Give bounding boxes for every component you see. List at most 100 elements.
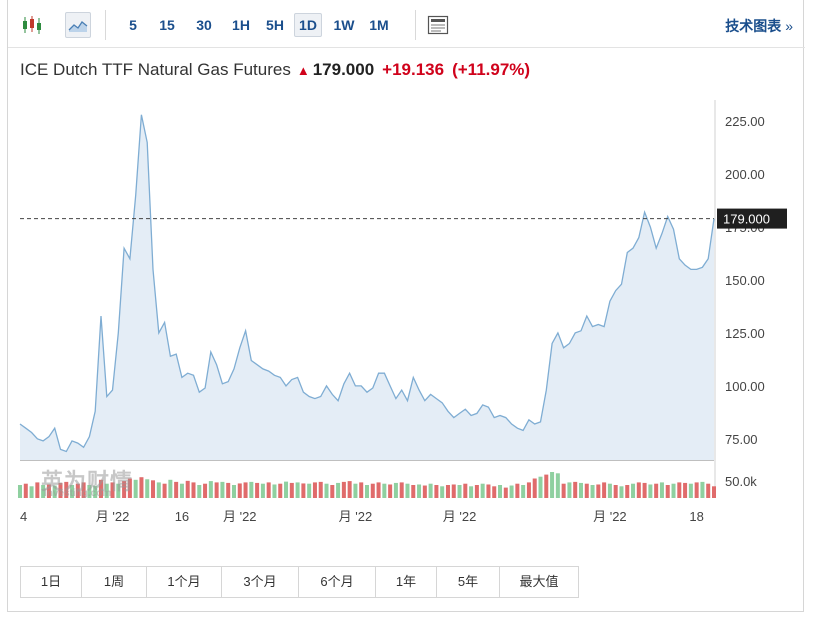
volume-bar	[422, 485, 427, 498]
volume-bar	[29, 486, 34, 498]
timeframe-5h[interactable]: 5H	[266, 17, 284, 33]
volume-bar	[648, 484, 653, 498]
volume-bar	[64, 481, 69, 498]
timeframe-1w[interactable]: 1W	[333, 17, 355, 33]
volume-bar	[58, 482, 63, 498]
range-button[interactable]: 1年	[376, 567, 437, 597]
range-button[interactable]: 5年	[437, 567, 500, 597]
volume-bar	[347, 481, 352, 498]
timeframe-1m[interactable]: 1M	[369, 17, 389, 33]
price-change: +19.136	[382, 60, 445, 79]
watermark-sub: Investing.com	[44, 488, 112, 499]
volume-bar	[324, 483, 329, 498]
double-chevron-right-icon: »	[785, 18, 793, 34]
volume-bar	[156, 482, 161, 498]
volume-bar	[139, 477, 144, 498]
volume-bar	[272, 484, 277, 498]
volume-bar	[700, 481, 705, 498]
timeframe-1h[interactable]: 1H	[232, 17, 250, 33]
volume-bar	[266, 482, 271, 498]
volume-bar	[70, 485, 75, 498]
range-button[interactable]: 6个月	[299, 567, 376, 597]
volume-bar	[98, 479, 103, 498]
volume-bar	[677, 482, 682, 498]
range-button[interactable]: 最大值	[500, 567, 578, 597]
volume-bar	[573, 481, 578, 498]
x-tick-label: 月 '22	[96, 509, 130, 524]
volume-bar	[231, 485, 236, 498]
volume-bar	[631, 483, 636, 498]
volume-bar	[602, 482, 607, 498]
x-tick-label: 月 '22	[223, 509, 257, 524]
volume-bar	[312, 482, 317, 498]
volume-bar	[544, 474, 549, 498]
y-tick-label: 200.00	[725, 167, 765, 182]
toolbar-divider	[415, 10, 416, 40]
watermark-logo: 英为财情	[41, 469, 134, 494]
volume-bar	[440, 486, 445, 498]
volume-bar	[642, 482, 647, 498]
timeframe-30[interactable]: 30	[196, 17, 212, 33]
volume-bar	[23, 483, 28, 498]
y-tick-label: 75.00	[725, 432, 758, 447]
range-button[interactable]: 1周	[82, 567, 147, 597]
volume-bar	[87, 485, 92, 498]
technical-chart-link[interactable]: 技术图表»	[725, 16, 793, 36]
x-tick-label: 18	[689, 509, 703, 524]
volume-bar	[93, 485, 98, 498]
volume-bar	[393, 482, 398, 498]
volume-bar	[208, 481, 213, 498]
volume-bar	[237, 483, 242, 498]
volume-bar	[197, 485, 202, 498]
candlestick-icon[interactable]	[19, 12, 45, 38]
volume-bar	[307, 483, 312, 498]
x-tick-label: 16	[175, 509, 189, 524]
news-icon[interactable]	[425, 12, 451, 38]
volume-bar	[46, 484, 51, 498]
volume-bar	[301, 483, 306, 498]
y-tick-label: 100.00	[725, 379, 765, 394]
volume-bar	[688, 483, 693, 498]
volume-bar	[35, 482, 40, 498]
volume-bar	[191, 482, 196, 498]
volume-bar	[220, 481, 225, 498]
volume-bar	[41, 485, 46, 498]
toolbar-divider	[105, 10, 106, 40]
range-button[interactable]: 3个月	[222, 567, 299, 597]
price-chart[interactable]: 225.00200.00175.00150.00125.00100.0075.0…	[8, 0, 805, 540]
timeframe-1d[interactable]: 1D	[294, 13, 322, 37]
volume-bar	[503, 487, 508, 498]
volume-bar	[567, 482, 572, 498]
volume-bar	[174, 481, 179, 498]
timeframe-5[interactable]: 5	[129, 17, 137, 33]
range-button[interactable]: 1日	[21, 567, 82, 597]
volume-bar	[382, 483, 387, 498]
volume-bar	[364, 485, 370, 498]
volume-bar	[665, 485, 670, 498]
volume-bar	[52, 485, 57, 498]
volume-bar	[584, 483, 589, 498]
current-price-label: 179.000	[723, 212, 770, 227]
volume-bar	[162, 483, 167, 498]
volume-bar	[145, 479, 150, 498]
volume-bar	[474, 485, 479, 498]
volume-bar	[289, 482, 294, 498]
volume-bar	[122, 481, 127, 498]
range-selector: 1日 1周 1个月 3个月 6个月 1年 5年 最大值	[20, 566, 579, 598]
volume-bar	[445, 485, 450, 498]
area-chart-icon[interactable]	[65, 12, 91, 38]
volume-bar	[607, 483, 612, 498]
volume-bar	[376, 482, 381, 498]
volume-bar	[110, 482, 115, 498]
timeframe-15[interactable]: 15	[159, 17, 175, 33]
range-button[interactable]: 1个月	[147, 567, 222, 597]
volume-bar	[434, 485, 439, 498]
volume-bar	[457, 485, 462, 498]
volume-bar	[179, 483, 184, 498]
volume-bar	[521, 485, 526, 498]
volume-bar	[509, 485, 514, 498]
x-tick-label: 月 '22	[339, 509, 373, 524]
volume-bar	[659, 482, 664, 498]
volume-bar	[318, 481, 323, 498]
volume-bar	[17, 485, 23, 498]
